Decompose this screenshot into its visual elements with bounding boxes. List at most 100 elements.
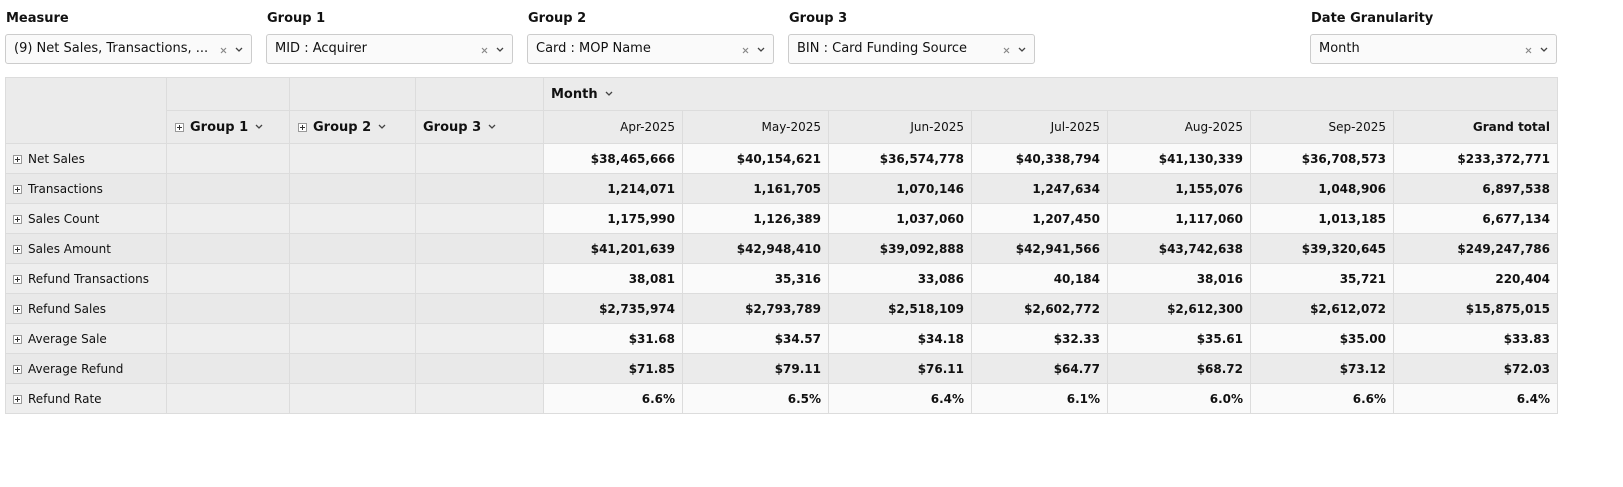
group-cell xyxy=(289,323,416,354)
value-cell: $32.33 xyxy=(971,323,1108,354)
group-cell xyxy=(166,233,290,264)
header-row: Group 1 Group 2 Group 3 Apr-2025 May-2025 Jun… xyxy=(6,110,1558,144)
value-cell: $72.03 xyxy=(1393,353,1558,384)
value-cell: $2,518,109 xyxy=(828,293,972,324)
filter-label: Group 3 xyxy=(789,11,848,26)
expand-icon[interactable] xyxy=(13,274,22,284)
value-cell: 38,016 xyxy=(1107,263,1251,294)
group-cell xyxy=(166,293,290,324)
row-header[interactable]: Refund Transactions xyxy=(5,263,167,294)
row-label: Refund Transactions xyxy=(28,271,149,286)
clear-button[interactable] xyxy=(741,46,750,55)
filter-dropdown[interactable]: MID : Acquirer xyxy=(266,34,513,64)
value-cell: 220,404 xyxy=(1393,263,1558,294)
row-header[interactable]: Net Sales xyxy=(5,143,167,174)
data-row: Net Sales $38,465,666 $40,154,621 $36,574,7… xyxy=(5,143,1558,174)
filter-dropdown[interactable]: Card : MOP Name xyxy=(527,34,774,64)
value-cell: $68.72 xyxy=(1107,353,1251,384)
expand-icon[interactable] xyxy=(13,214,22,224)
group-cell xyxy=(415,263,544,294)
group-cell xyxy=(166,143,290,174)
expand-icon[interactable] xyxy=(13,304,22,314)
clear-button[interactable] xyxy=(1002,46,1011,55)
group-cell xyxy=(415,353,544,384)
group-cell xyxy=(289,263,416,294)
group-cell xyxy=(166,353,290,384)
value-cell: $73.12 xyxy=(1250,353,1394,384)
row-header[interactable]: Sales Count xyxy=(5,203,167,234)
value-cell: $35.61 xyxy=(1107,323,1251,354)
group-cell xyxy=(166,203,290,234)
expand-icon[interactable] xyxy=(13,184,22,194)
expand-icon[interactable] xyxy=(13,244,22,254)
expand-icon[interactable] xyxy=(175,122,184,132)
value-cell: $34.57 xyxy=(682,323,829,354)
header-row: Month xyxy=(5,77,1558,144)
row-label: Refund Sales xyxy=(28,301,106,316)
row-header[interactable]: Transactions xyxy=(5,173,167,204)
dropdown-chevron[interactable] xyxy=(487,122,497,132)
value-cell: 6.0% xyxy=(1107,383,1251,414)
group-cell xyxy=(415,143,544,174)
group-cell xyxy=(415,203,544,234)
filter-value: (9) Net Sales, Transactions, ... xyxy=(14,41,209,56)
row-header[interactable]: Sales Amount xyxy=(5,233,167,264)
value-cell: $2,793,789 xyxy=(682,293,829,324)
value-cell: 38,081 xyxy=(543,263,683,294)
group-cell xyxy=(166,383,290,414)
filter-label: Group 2 xyxy=(528,11,587,26)
dropdown-chevron[interactable] xyxy=(756,45,766,55)
clear-button[interactable] xyxy=(1524,46,1533,55)
group-header[interactable]: Group 1 xyxy=(166,110,290,144)
value-cell: $35.00 xyxy=(1250,323,1394,354)
value-cell: 6.1% xyxy=(971,383,1108,414)
value-cell: $2,602,772 xyxy=(971,293,1108,324)
expand-icon[interactable] xyxy=(13,154,22,164)
value-cell: 1,207,450 xyxy=(971,203,1108,234)
expand-icon[interactable] xyxy=(13,394,22,404)
column-group-header[interactable]: Month xyxy=(543,77,1558,111)
value-cell: 1,048,906 xyxy=(1250,173,1394,204)
row-header[interactable]: Refund Rate xyxy=(5,383,167,414)
value-cell: $249,247,786 xyxy=(1393,233,1558,264)
column-header: Aug-2025 xyxy=(1107,110,1251,144)
dropdown-chevron[interactable] xyxy=(1539,45,1549,55)
filter-dropdown[interactable]: (9) Net Sales, Transactions, ... xyxy=(5,34,252,64)
clear-button[interactable] xyxy=(219,46,228,55)
value-cell: $42,948,410 xyxy=(682,233,829,264)
data-row: Refund Rate 6.6% 6.5% 6.4% 6.1% 6.0% 6.6% 6.4% xyxy=(5,383,1558,414)
group-header[interactable]: Group 2 xyxy=(289,110,416,144)
dropdown-chevron[interactable] xyxy=(254,122,264,132)
value-cell: $76.11 xyxy=(828,353,972,384)
dropdown-chevron[interactable] xyxy=(495,45,505,55)
group-header-label: Group 2 xyxy=(313,119,372,135)
value-cell: 1,155,076 xyxy=(1107,173,1251,204)
value-cell: $71.85 xyxy=(543,353,683,384)
row-label: Average Refund xyxy=(28,361,124,376)
value-cell: $2,612,072 xyxy=(1250,293,1394,324)
expand-icon[interactable] xyxy=(13,334,22,344)
row-header[interactable]: Refund Sales xyxy=(5,293,167,324)
group-header[interactable]: Group 3 xyxy=(415,110,544,144)
data-row: Refund Transactions 38,081 35,316 33,086 40,… xyxy=(5,263,1558,294)
dropdown-chevron[interactable] xyxy=(377,122,387,132)
dropdown-chevron[interactable] xyxy=(1017,45,1027,55)
dropdown-chevron[interactable] xyxy=(234,45,244,55)
filter-value: Month xyxy=(1319,41,1360,56)
value-cell: 1,070,146 xyxy=(828,173,972,204)
filter-dropdown[interactable]: BIN : Card Funding Source xyxy=(788,34,1035,64)
corner-cell xyxy=(5,77,167,144)
group-cell xyxy=(289,233,416,264)
value-cell: 1,013,185 xyxy=(1250,203,1394,234)
row-header[interactable]: Average Refund xyxy=(5,353,167,384)
value-cell: 6.4% xyxy=(828,383,972,414)
value-cell: $64.77 xyxy=(971,353,1108,384)
expand-icon[interactable] xyxy=(13,364,22,374)
expand-icon[interactable] xyxy=(298,122,307,132)
clear-button[interactable] xyxy=(480,46,489,55)
row-header[interactable]: Average Sale xyxy=(5,323,167,354)
value-cell: $33.83 xyxy=(1393,323,1558,354)
dropdown-chevron[interactable] xyxy=(604,89,614,99)
filter-dropdown[interactable]: Month xyxy=(1310,34,1557,64)
